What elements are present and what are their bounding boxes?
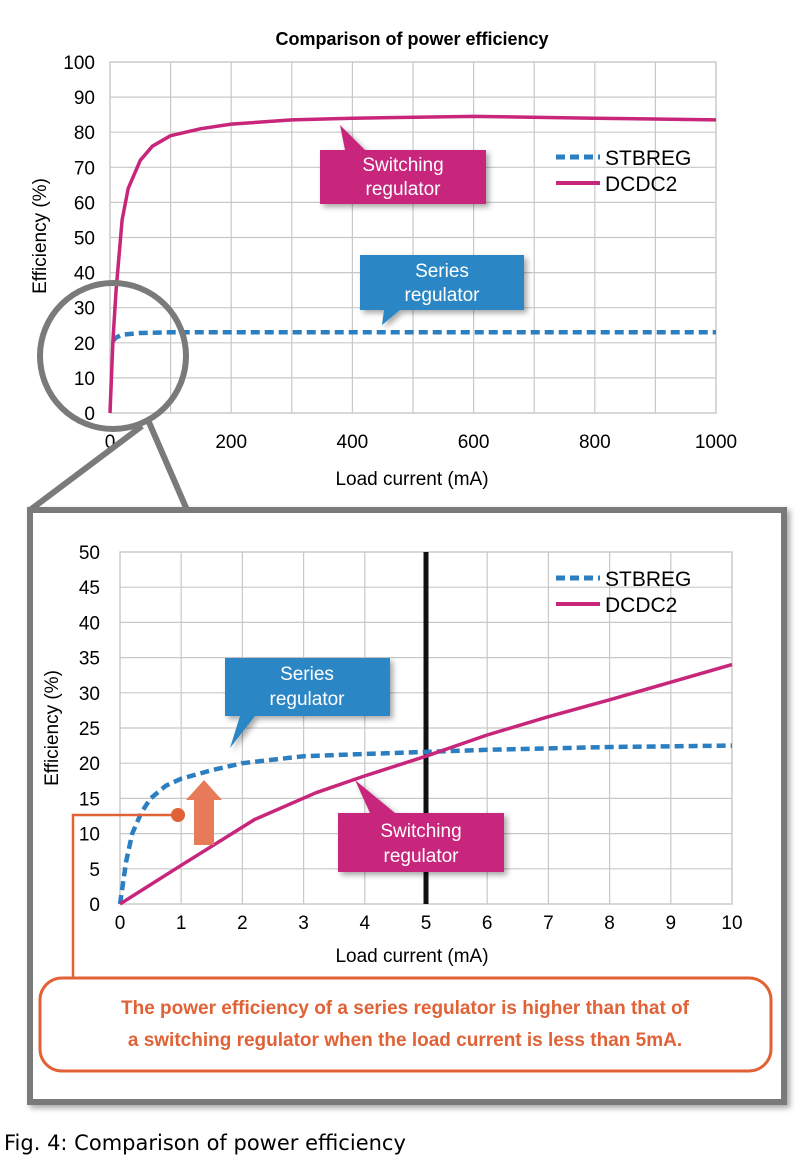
- x-axis-label: Load current (mA): [335, 469, 488, 490]
- chart-title: Comparison of power efficiency: [275, 29, 548, 49]
- y-tick-label: 70: [74, 158, 95, 179]
- y-tick-label: 10: [79, 825, 100, 846]
- x-tick-label: 5: [421, 913, 432, 934]
- y-tick-label: 5: [89, 860, 100, 881]
- series-stbreg: [111, 330, 716, 343]
- svg-text:regulator: regulator: [384, 846, 460, 867]
- y-tick-label: 45: [79, 578, 100, 599]
- y-tick-label: 0: [89, 895, 100, 916]
- x-tick-label: 7: [543, 913, 554, 934]
- svg-text:a switching regulator when the: a switching regulator when the load curr…: [128, 1030, 682, 1051]
- y-axis-label: Efficiency (%): [30, 178, 51, 294]
- y-axis-label: Efficiency (%): [42, 670, 63, 786]
- x-tick-label: 1: [176, 913, 187, 934]
- y-tick-label: 20: [79, 754, 100, 775]
- y-tick-label: 30: [74, 299, 95, 320]
- y-tick-label: 80: [74, 123, 95, 144]
- legend: STBREG DCDC2: [556, 568, 691, 617]
- x-tick-label: 600: [458, 432, 490, 453]
- svg-text:The power efficiency of a seri: The power efficiency of a series regulat…: [121, 998, 690, 1019]
- legend-label-dcdc2: DCDC2: [605, 173, 677, 196]
- series-lines: [117, 662, 733, 906]
- overview-chart: Comparison of power efficiency 0 200 400 60…: [28, 29, 737, 513]
- svg-text:Switching: Switching: [380, 821, 461, 842]
- x-tick-label: 8: [604, 913, 615, 934]
- svg-text:regulator: regulator: [405, 285, 481, 306]
- x-tick-label: 2: [237, 913, 248, 934]
- y-tick-label: 40: [79, 613, 100, 634]
- y-tick-label: 35: [79, 649, 100, 670]
- annotation-switching-regulator: Switching regulator: [338, 780, 504, 872]
- y-tick-label: 0: [84, 404, 95, 425]
- x-axis-label: Load current (mA): [335, 946, 488, 967]
- series-dcdc2: [119, 662, 733, 906]
- series-dcdc2: [108, 114, 717, 414]
- legend-label-stbreg: STBREG: [605, 147, 691, 170]
- zoom-circle: [37, 280, 189, 432]
- svg-text:regulator: regulator: [366, 179, 442, 200]
- x-ticks: 0 1 2 3 4 5 6 7 8 9 10: [115, 913, 743, 934]
- x-tick-label: 4: [360, 913, 371, 934]
- legend-label-stbreg: STBREG: [605, 568, 691, 591]
- y-tick-label: 10: [74, 369, 95, 390]
- y-tick-label: 30: [79, 684, 100, 705]
- y-ticks: 0 10 20 30 40 50 60 70 80 90 100: [63, 53, 95, 425]
- zoom-connector-left: [28, 423, 144, 513]
- y-tick-label: 50: [74, 229, 95, 250]
- x-tick-label: 800: [579, 432, 611, 453]
- y-tick-label: 40: [74, 264, 95, 285]
- x-tick-label: 3: [298, 913, 309, 934]
- x-tick-label: 6: [482, 913, 493, 934]
- figure-caption: Fig. 4: Comparison of power efficiency: [4, 1131, 406, 1155]
- callout-leader: [71, 808, 185, 985]
- magnifier: [28, 280, 190, 513]
- series-lines: [108, 114, 717, 414]
- x-tick-label: 10: [721, 913, 742, 934]
- x-ticks: 0 200 400 600 800 1000: [105, 432, 737, 453]
- x-tick-label: 9: [666, 913, 677, 934]
- x-tick-label: 0: [115, 913, 126, 934]
- y-tick-label: 90: [74, 88, 95, 109]
- legend-label-dcdc2: DCDC2: [605, 594, 677, 617]
- y-tick-label: 15: [79, 789, 100, 810]
- svg-text:Series: Series: [280, 664, 334, 685]
- y-tick-label: 50: [79, 543, 100, 564]
- y-tick-label: 100: [63, 53, 95, 74]
- zoom-connector-right: [145, 418, 190, 512]
- x-tick-label: 200: [215, 432, 247, 453]
- x-tick-label: 0: [105, 432, 116, 453]
- series-stbreg: [117, 743, 733, 905]
- svg-text:regulator: regulator: [270, 689, 346, 710]
- svg-text:Switching: Switching: [362, 155, 443, 176]
- x-tick-label: 400: [337, 432, 369, 453]
- svg-text:Series: Series: [415, 261, 469, 282]
- y-ticks: 0 5 10 15 20 25 30 35 40 45 50: [79, 543, 100, 916]
- legend: STBREG DCDC2: [556, 147, 691, 196]
- conclusion-callout: The power efficiency of a series regulat…: [38, 976, 773, 1073]
- annotation-series-regulator: Series regulator: [225, 658, 390, 748]
- annotation-series-regulator: Series regulator: [360, 255, 524, 325]
- y-tick-label: 20: [74, 334, 95, 355]
- grid: [109, 61, 717, 414]
- y-tick-label: 60: [74, 193, 95, 214]
- annotation-switching-regulator: Switching regulator: [320, 125, 486, 204]
- x-tick-label: 1000: [695, 432, 737, 453]
- up-arrow-icon: [186, 780, 222, 845]
- y-tick-label: 25: [79, 719, 100, 740]
